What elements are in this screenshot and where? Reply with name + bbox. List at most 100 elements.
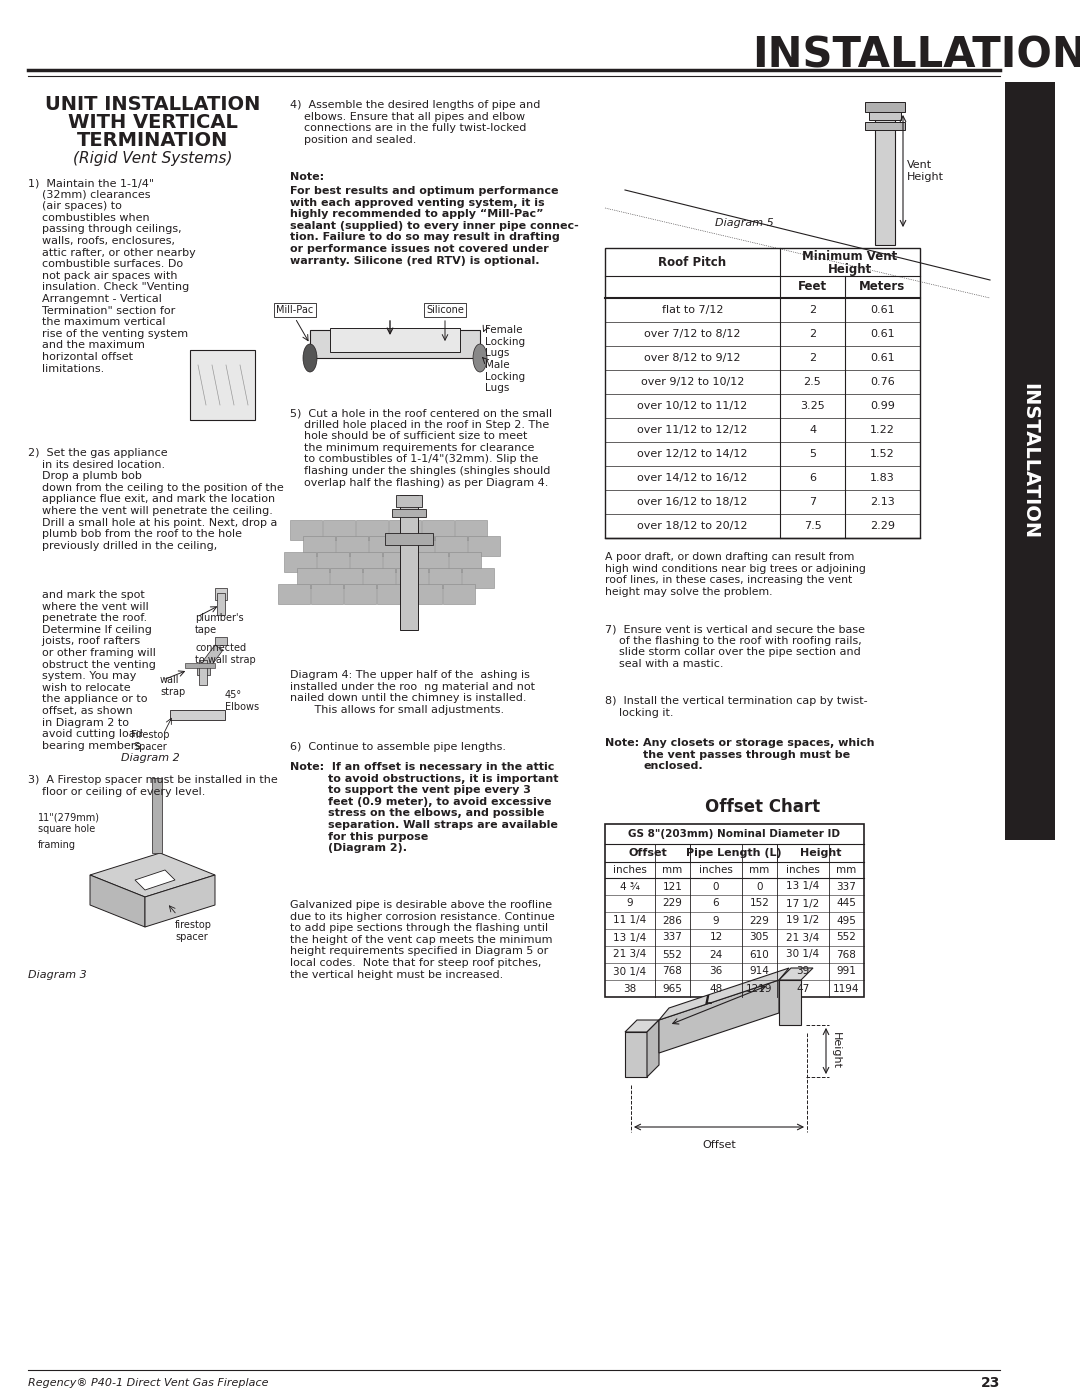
Text: inches: inches — [786, 865, 820, 875]
Text: 1219: 1219 — [746, 983, 773, 993]
Text: Regency® P40-1 Direct Vent Gas Fireplace: Regency® P40-1 Direct Vent Gas Fireplace — [28, 1377, 269, 1389]
Text: 7: 7 — [809, 497, 816, 507]
Bar — [199, 659, 207, 685]
Text: Diagram 3: Diagram 3 — [28, 970, 86, 981]
Bar — [303, 536, 335, 556]
Bar — [384, 534, 433, 545]
Text: 768: 768 — [662, 967, 683, 977]
Polygon shape — [197, 665, 210, 675]
Text: mm: mm — [662, 865, 683, 875]
Polygon shape — [200, 645, 222, 671]
Text: 2.13: 2.13 — [870, 497, 895, 507]
Bar — [875, 108, 895, 244]
Text: 121: 121 — [662, 882, 683, 891]
Bar — [455, 520, 487, 541]
Text: 552: 552 — [662, 950, 683, 960]
Bar — [865, 102, 905, 112]
Text: 19 1/2: 19 1/2 — [786, 915, 820, 925]
Text: 0: 0 — [713, 882, 719, 891]
Text: inches: inches — [699, 865, 733, 875]
Text: 2: 2 — [809, 305, 816, 314]
Text: over 11/12 to 12/12: over 11/12 to 12/12 — [637, 425, 747, 434]
Text: 0.61: 0.61 — [870, 305, 895, 314]
Bar — [170, 710, 225, 719]
Text: over 12/12 to 14/12: over 12/12 to 14/12 — [637, 448, 747, 460]
Text: 991: 991 — [837, 967, 856, 977]
Polygon shape — [647, 1020, 659, 1077]
Text: over 16/12 to 18/12: over 16/12 to 18/12 — [637, 497, 747, 507]
Text: 2.5: 2.5 — [804, 377, 822, 387]
Text: Minimum Vent: Minimum Vent — [802, 250, 897, 263]
Bar — [291, 520, 322, 541]
Text: A poor draft, or down drafting can result from
high wind conditions near big tre: A poor draft, or down drafting can resul… — [605, 552, 866, 597]
Polygon shape — [625, 1020, 659, 1032]
Bar — [311, 584, 343, 604]
Text: 5: 5 — [809, 448, 816, 460]
Text: Offset: Offset — [629, 848, 666, 858]
Bar — [779, 981, 801, 1025]
Text: 21 3/4: 21 3/4 — [786, 933, 820, 943]
Bar — [605, 249, 920, 538]
Text: Male
Locking
Lugs: Male Locking Lugs — [485, 360, 525, 393]
Polygon shape — [90, 854, 215, 897]
Text: 38: 38 — [623, 983, 636, 993]
Text: mm: mm — [836, 865, 856, 875]
Text: Mill-Pac: Mill-Pac — [276, 305, 313, 314]
Text: 6: 6 — [809, 474, 816, 483]
Text: Note:: Note: — [291, 172, 324, 182]
Bar — [392, 509, 426, 517]
Text: 11"(279mm)
square hole: 11"(279mm) square hole — [38, 812, 100, 834]
Text: 7)  Ensure vent is vertical and secure the base
    of the flashing to the roof : 7) Ensure vent is vertical and secure th… — [605, 624, 865, 669]
Text: 30 1/4: 30 1/4 — [613, 967, 647, 977]
Text: 45°
Elbows: 45° Elbows — [225, 690, 259, 711]
Bar — [435, 536, 467, 556]
Bar — [369, 536, 401, 556]
Bar — [297, 569, 329, 588]
Text: 39: 39 — [796, 967, 810, 977]
Text: over 8/12 to 9/12: over 8/12 to 9/12 — [645, 353, 741, 363]
Polygon shape — [90, 875, 145, 928]
Text: 1)  Maintain the 1-1/4"
    (32mm) clearances
    (air spaces) to
    combustibl: 1) Maintain the 1-1/4" (32mm) clearances… — [28, 177, 195, 373]
Text: 0: 0 — [756, 882, 762, 891]
Text: 5)  Cut a hole in the roof centered on the small
    drilled hole placed in the : 5) Cut a hole in the roof centered on th… — [291, 408, 552, 488]
Text: 1.52: 1.52 — [870, 448, 895, 460]
Text: Meters: Meters — [860, 281, 906, 293]
Text: 7.5: 7.5 — [804, 521, 822, 531]
Text: 4)  Assemble the desired lengths of pipe and
    elbows. Ensure that all pipes a: 4) Assemble the desired lengths of pipe … — [291, 101, 540, 145]
Bar — [400, 495, 418, 630]
Bar — [190, 351, 255, 420]
Bar — [318, 552, 349, 571]
Text: 229: 229 — [662, 898, 683, 908]
Bar — [377, 584, 409, 604]
Text: 11 1/4: 11 1/4 — [613, 915, 647, 925]
Text: Offset: Offset — [702, 1140, 735, 1150]
Text: 4 ¾: 4 ¾ — [620, 882, 640, 891]
Text: plumber's
tape: plumber's tape — [195, 613, 244, 634]
Text: over 9/12 to 10/12: over 9/12 to 10/12 — [640, 377, 744, 387]
Bar — [330, 569, 362, 588]
Text: 495: 495 — [837, 915, 856, 925]
Bar — [869, 108, 901, 120]
Text: Roof Pitch: Roof Pitch — [659, 256, 727, 268]
Bar — [422, 520, 454, 541]
Text: Height: Height — [828, 263, 873, 275]
Text: 0.99: 0.99 — [870, 401, 895, 411]
Polygon shape — [659, 968, 789, 1020]
Bar — [217, 592, 225, 615]
Text: 1.22: 1.22 — [870, 425, 895, 434]
Text: 8)  Install the vertical termination cap by twist-
    locking it.: 8) Install the vertical termination cap … — [605, 696, 867, 718]
Bar — [389, 520, 421, 541]
Bar — [865, 122, 905, 130]
Text: 2)  Set the gas appliance
    in its desired location.
    Drop a plumb bob
    : 2) Set the gas appliance in its desired … — [28, 448, 284, 550]
Text: Female
Locking
Lugs: Female Locking Lugs — [485, 326, 525, 358]
Text: 13 1/4: 13 1/4 — [786, 882, 820, 891]
Text: Diagram 5: Diagram 5 — [715, 218, 773, 228]
Text: 2: 2 — [809, 330, 816, 339]
Bar — [416, 552, 448, 571]
Text: 4: 4 — [809, 425, 816, 434]
Text: 914: 914 — [750, 967, 769, 977]
Text: 0.76: 0.76 — [870, 377, 895, 387]
Text: connected
to wall strap: connected to wall strap — [195, 643, 256, 665]
Bar — [350, 552, 382, 571]
Text: over 10/12 to 11/12: over 10/12 to 11/12 — [637, 401, 747, 411]
